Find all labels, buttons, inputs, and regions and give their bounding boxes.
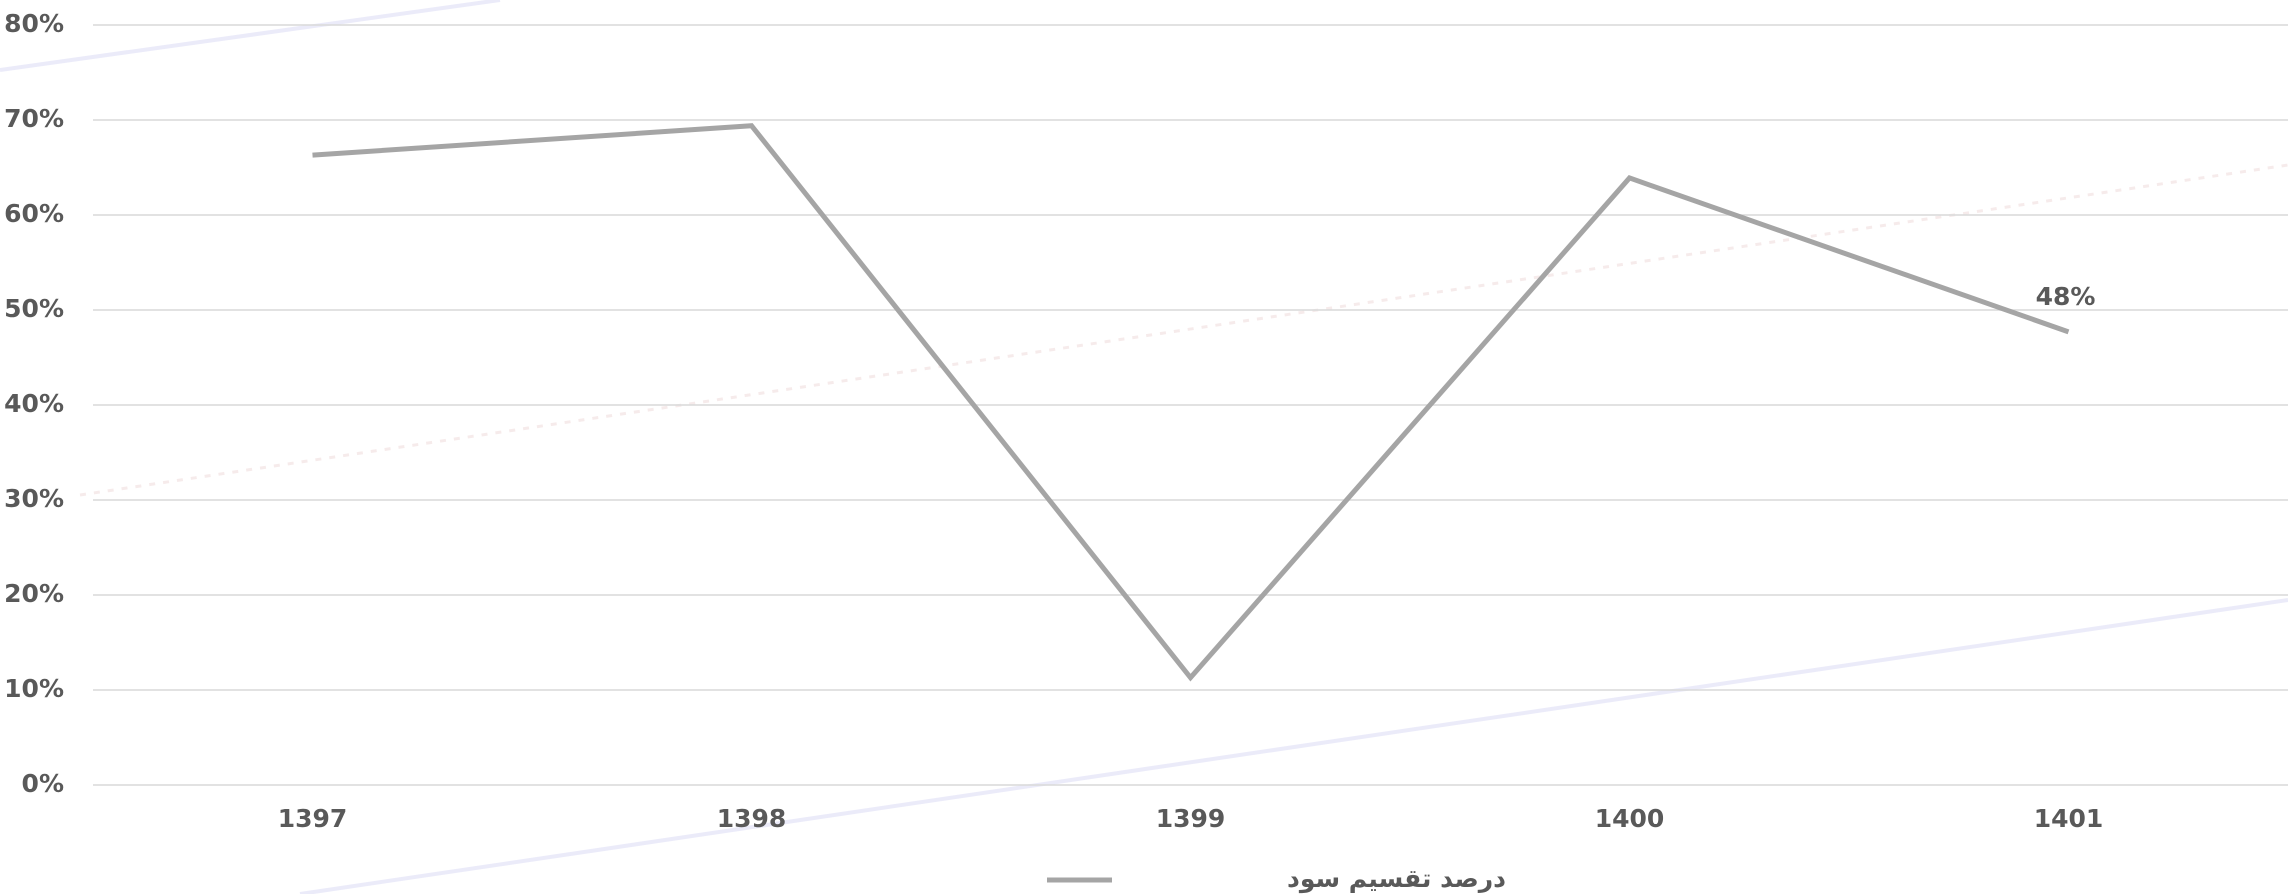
trend-line <box>0 0 500 70</box>
x-tick-label: 1398 <box>717 804 787 833</box>
y-tick-label: 0% <box>22 769 64 798</box>
y-tick-label: 70% <box>4 104 64 133</box>
x-tick-label: 1397 <box>278 804 348 833</box>
y-tick-label: 40% <box>4 389 64 418</box>
y-tick-label: 60% <box>4 199 64 228</box>
data-label: 48% <box>2036 282 2096 311</box>
x-tick-label: 1399 <box>1156 804 1226 833</box>
background-decoration <box>0 0 2288 894</box>
chart: 0% 10% 20% 30% 40% 50% 60% 70% 80% 1397 1398 1399 14… <box>0 0 2288 894</box>
x-tick-label: 1401 <box>2034 804 2104 833</box>
trend-line <box>300 600 2288 894</box>
y-tick-label: 20% <box>4 579 64 608</box>
y-tick-label: 30% <box>4 484 64 513</box>
y-tick-label: 10% <box>4 674 64 703</box>
y-tick-label: 80% <box>4 9 64 38</box>
y-tick-label: 50% <box>4 294 64 323</box>
legend-label: درصد تقسیم سود <box>1287 864 1506 894</box>
x-tick-label: 1400 <box>1595 804 1665 833</box>
